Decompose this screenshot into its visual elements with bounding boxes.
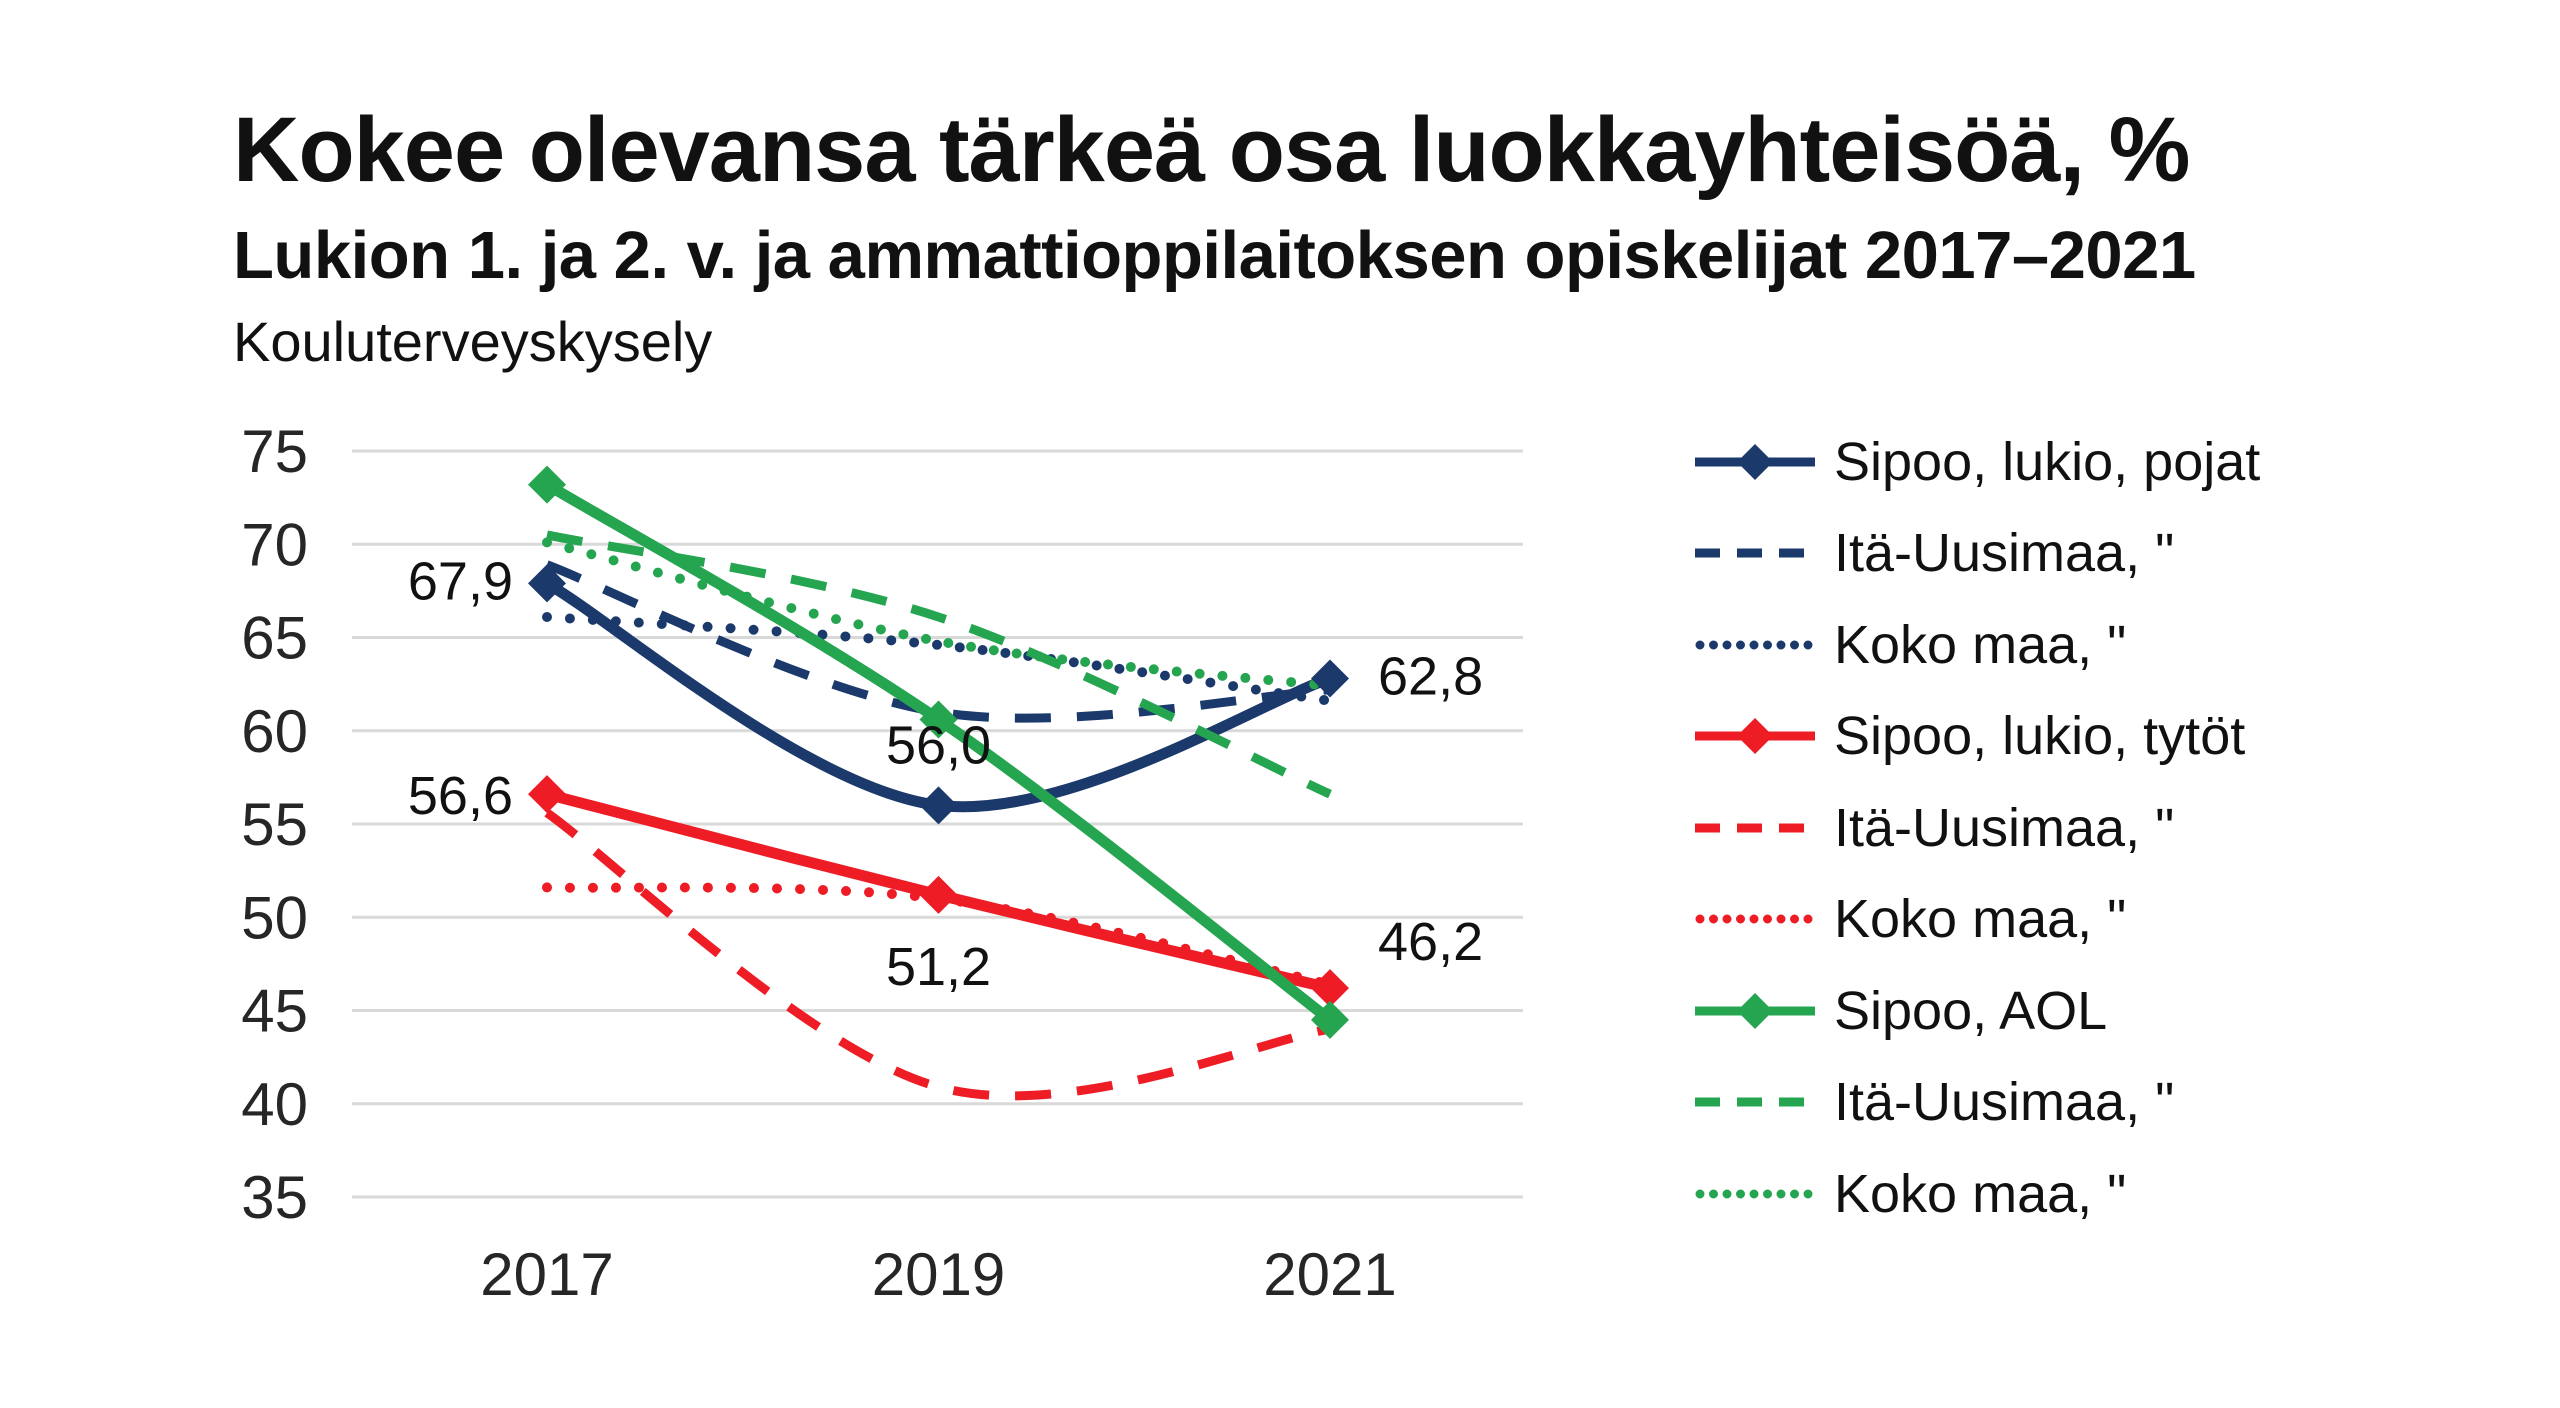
legend-label: Sipoo, lukio, pojat xyxy=(1834,431,2261,492)
legend-label: Koko maa, " xyxy=(1834,889,2127,950)
y-tick-label: 50 xyxy=(241,884,308,951)
legend-item-4: Itä-Uusimaa, " xyxy=(1692,782,2260,874)
data-labels: 67,9 56,0 62,8 56,6 51,2 46,2 xyxy=(408,551,1483,996)
data-point-marker xyxy=(1311,969,1349,1008)
legend-diamond-marker xyxy=(1737,718,1773,755)
chart-source-label: Kouluterveyskysely xyxy=(233,310,713,373)
legend-item-8: Koko maa, " xyxy=(1692,1148,2260,1240)
data-label: 67,9 xyxy=(408,551,513,611)
series-markers xyxy=(528,465,1349,1039)
x-tick-label: 2021 xyxy=(1263,1241,1396,1308)
y-tick-label: 65 xyxy=(241,605,308,672)
data-point-marker xyxy=(919,700,958,739)
legend-label: Koko maa, " xyxy=(1834,614,2127,675)
y-tick-label: 45 xyxy=(241,978,308,1045)
legend-label: Sipoo, AOL xyxy=(1834,980,2108,1041)
data-point-marker xyxy=(528,564,566,603)
legend-item-2: Koko maa, " xyxy=(1692,599,2260,691)
gridlines xyxy=(352,449,1523,1199)
legend-label: Itä-Uusimaa, " xyxy=(1834,797,2175,858)
chart-legend: Sipoo, lukio, pojat Itä-Uusimaa, " Koko ma… xyxy=(1692,416,2260,1240)
legend-label: Itä-Uusimaa, " xyxy=(1834,523,2175,584)
legend-swatch-dotted-icon xyxy=(1695,1189,1818,1199)
data-label: 62,8 xyxy=(1378,647,1483,707)
data-label: 56,6 xyxy=(408,766,513,826)
series-line-7 xyxy=(546,530,1332,799)
chart-title: Kokee olevansa tärkeä osa luokkayhteisöä… xyxy=(233,99,2190,201)
data-point-marker xyxy=(919,786,958,825)
data-label: 51,2 xyxy=(886,937,991,997)
series-line-1 xyxy=(545,560,1331,723)
legend-item-5: Koko maa, " xyxy=(1692,874,2260,966)
x-tick-label: 2019 xyxy=(872,1241,1005,1308)
legend-swatch-solid-icon xyxy=(1695,992,1815,1029)
legend-item-1: Itä-Uusimaa, " xyxy=(1692,508,2260,600)
y-tick-label: 60 xyxy=(241,698,308,765)
x-axis-labels: 2017 2019 2021 xyxy=(480,1241,1396,1308)
series-line-2 xyxy=(542,611,1335,706)
legend-swatch-dotted-icon xyxy=(1695,640,1818,650)
legend-swatch-solid-icon xyxy=(1695,443,1815,480)
data-point-marker xyxy=(1311,1000,1349,1039)
data-point-marker xyxy=(528,775,566,814)
legend-swatch-dashed-icon xyxy=(1695,823,1815,833)
legend-swatch-solid-icon xyxy=(1695,718,1815,755)
y-tick-label: 55 xyxy=(241,791,308,858)
data-point-marker xyxy=(1311,659,1349,698)
y-axis-labels: 75 70 65 60 55 50 45 40 35 xyxy=(241,418,308,1231)
y-tick-label: 75 xyxy=(241,418,308,485)
series-line-8 xyxy=(542,537,1335,691)
legend-diamond-marker xyxy=(1737,443,1773,480)
data-label: 46,2 xyxy=(1378,912,1483,972)
series-line-4 xyxy=(544,809,1331,1101)
legend-swatch-dashed-icon xyxy=(1695,548,1815,558)
legend-swatch-dashed-icon xyxy=(1695,1097,1815,1107)
legend-item-3: Sipoo, lukio, tytöt xyxy=(1692,691,2260,783)
data-point-marker xyxy=(919,875,958,914)
legend-label: Sipoo, lukio, tytöt xyxy=(1834,706,2246,767)
y-tick-label: 70 xyxy=(241,511,308,578)
legend-diamond-marker xyxy=(1737,992,1773,1029)
data-label: 56,0 xyxy=(886,715,991,775)
x-tick-label: 2017 xyxy=(480,1241,613,1308)
legend-swatch-dotted-icon xyxy=(1695,914,1818,924)
data-point-marker xyxy=(528,465,566,504)
chart-subtitle: Lukion 1. ja 2. v. ja ammattioppilaitoks… xyxy=(233,218,2196,293)
y-tick-label: 35 xyxy=(241,1164,308,1231)
legend-item-6: Sipoo, AOL xyxy=(1692,965,2260,1057)
y-tick-label: 40 xyxy=(241,1071,308,1138)
legend-label: Itä-Uusimaa, " xyxy=(1834,1072,2175,1133)
legend-label: Koko maa, " xyxy=(1834,1163,2127,1224)
legend-item-0: Sipoo, lukio, pojat xyxy=(1692,416,2260,508)
legend-item-7: Itä-Uusimaa, " xyxy=(1692,1057,2260,1149)
